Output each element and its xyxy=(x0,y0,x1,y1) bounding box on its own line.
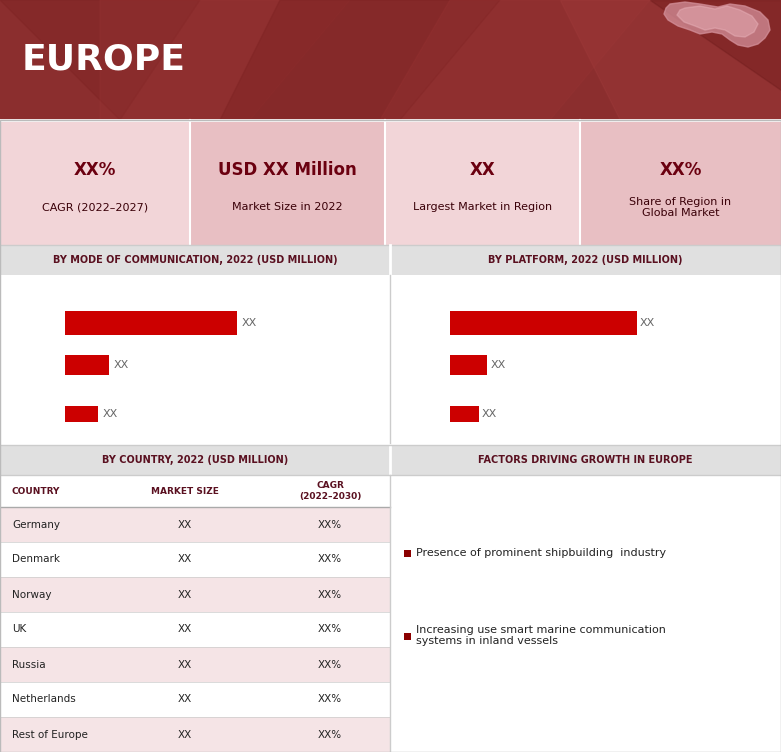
Text: USD XX Million: USD XX Million xyxy=(218,161,357,179)
Bar xyxy=(404,550,411,556)
Polygon shape xyxy=(677,6,758,37)
Text: CAGR
(2022–2030): CAGR (2022–2030) xyxy=(299,481,361,501)
Bar xyxy=(0,717,390,752)
Text: XX: XX xyxy=(241,317,257,328)
Text: XX%: XX% xyxy=(318,660,342,669)
Bar xyxy=(0,542,390,577)
Text: XX: XX xyxy=(178,624,192,635)
Bar xyxy=(0,245,390,275)
Text: XX%: XX% xyxy=(318,554,342,565)
Polygon shape xyxy=(220,0,500,120)
Bar xyxy=(190,120,385,245)
Text: Denmark: Denmark xyxy=(12,554,60,565)
Bar xyxy=(0,682,390,717)
Bar xyxy=(0,647,390,682)
Text: XX: XX xyxy=(178,695,192,705)
Bar xyxy=(0,0,781,120)
Text: XX%: XX% xyxy=(318,520,342,529)
Text: Largest Market in Region: Largest Market in Region xyxy=(413,202,552,213)
Bar xyxy=(0,275,781,445)
Text: XX%: XX% xyxy=(318,624,342,635)
Text: COUNTRY: COUNTRY xyxy=(12,487,60,496)
Polygon shape xyxy=(0,0,200,120)
Text: BY PLATFORM, 2022 (USD MILLION): BY PLATFORM, 2022 (USD MILLION) xyxy=(488,255,683,265)
Text: XX: XX xyxy=(482,409,497,420)
Polygon shape xyxy=(100,0,350,120)
Bar xyxy=(580,120,781,245)
Text: Norway: Norway xyxy=(12,590,52,599)
Bar xyxy=(0,577,390,612)
Text: BY COUNTRY, 2022 (USD MILLION): BY COUNTRY, 2022 (USD MILLION) xyxy=(102,455,288,465)
Polygon shape xyxy=(380,0,650,120)
Text: XX: XX xyxy=(640,317,655,328)
Text: Germany: Germany xyxy=(12,520,60,529)
Bar xyxy=(0,120,781,752)
Bar xyxy=(450,406,479,423)
Bar xyxy=(0,475,390,507)
Bar xyxy=(390,475,781,752)
Bar xyxy=(0,612,390,647)
Text: XX: XX xyxy=(103,409,118,420)
Text: XX: XX xyxy=(490,360,505,370)
Text: Rest of Europe: Rest of Europe xyxy=(12,729,88,739)
Text: Russia: Russia xyxy=(12,660,45,669)
Bar xyxy=(450,311,637,335)
Bar xyxy=(65,311,237,335)
Polygon shape xyxy=(664,2,770,47)
Text: CAGR (2022–2027): CAGR (2022–2027) xyxy=(42,202,148,213)
Text: XX: XX xyxy=(178,729,192,739)
Polygon shape xyxy=(560,0,781,120)
Text: XX%: XX% xyxy=(74,161,116,179)
Bar xyxy=(0,507,390,542)
Text: Netherlands: Netherlands xyxy=(12,695,76,705)
Polygon shape xyxy=(650,0,781,90)
Bar xyxy=(65,406,98,423)
Bar xyxy=(0,445,390,475)
Text: BY MODE OF COMMUNICATION, 2022 (USD MILLION): BY MODE OF COMMUNICATION, 2022 (USD MILL… xyxy=(52,255,337,265)
Text: UK: UK xyxy=(12,624,27,635)
Bar xyxy=(404,632,411,640)
Text: Market Size in 2022: Market Size in 2022 xyxy=(232,202,343,213)
Bar xyxy=(65,355,109,375)
Text: XX: XX xyxy=(114,360,129,370)
Bar xyxy=(385,120,580,245)
Text: Increasing use smart marine communication
systems in inland vessels: Increasing use smart marine communicatio… xyxy=(416,625,666,647)
Text: XX: XX xyxy=(469,161,495,179)
Text: Presence of prominent shipbuilding  industry: Presence of prominent shipbuilding indus… xyxy=(416,547,666,557)
Text: EUROPE: EUROPE xyxy=(22,43,186,77)
Text: XX: XX xyxy=(178,520,192,529)
Text: XX%: XX% xyxy=(318,590,342,599)
Bar xyxy=(390,445,781,475)
Text: XX%: XX% xyxy=(318,695,342,705)
Bar xyxy=(450,355,487,375)
Text: XX: XX xyxy=(178,590,192,599)
Text: XX: XX xyxy=(178,554,192,565)
Text: MARKET SIZE: MARKET SIZE xyxy=(151,487,219,496)
Text: FACTORS DRIVING GROWTH IN EUROPE: FACTORS DRIVING GROWTH IN EUROPE xyxy=(478,455,693,465)
Bar xyxy=(0,120,190,245)
Text: XX%: XX% xyxy=(659,161,701,179)
Bar xyxy=(390,245,781,275)
Text: XX: XX xyxy=(178,660,192,669)
Text: Share of Region in
Global Market: Share of Region in Global Market xyxy=(629,197,732,218)
Text: XX%: XX% xyxy=(318,729,342,739)
